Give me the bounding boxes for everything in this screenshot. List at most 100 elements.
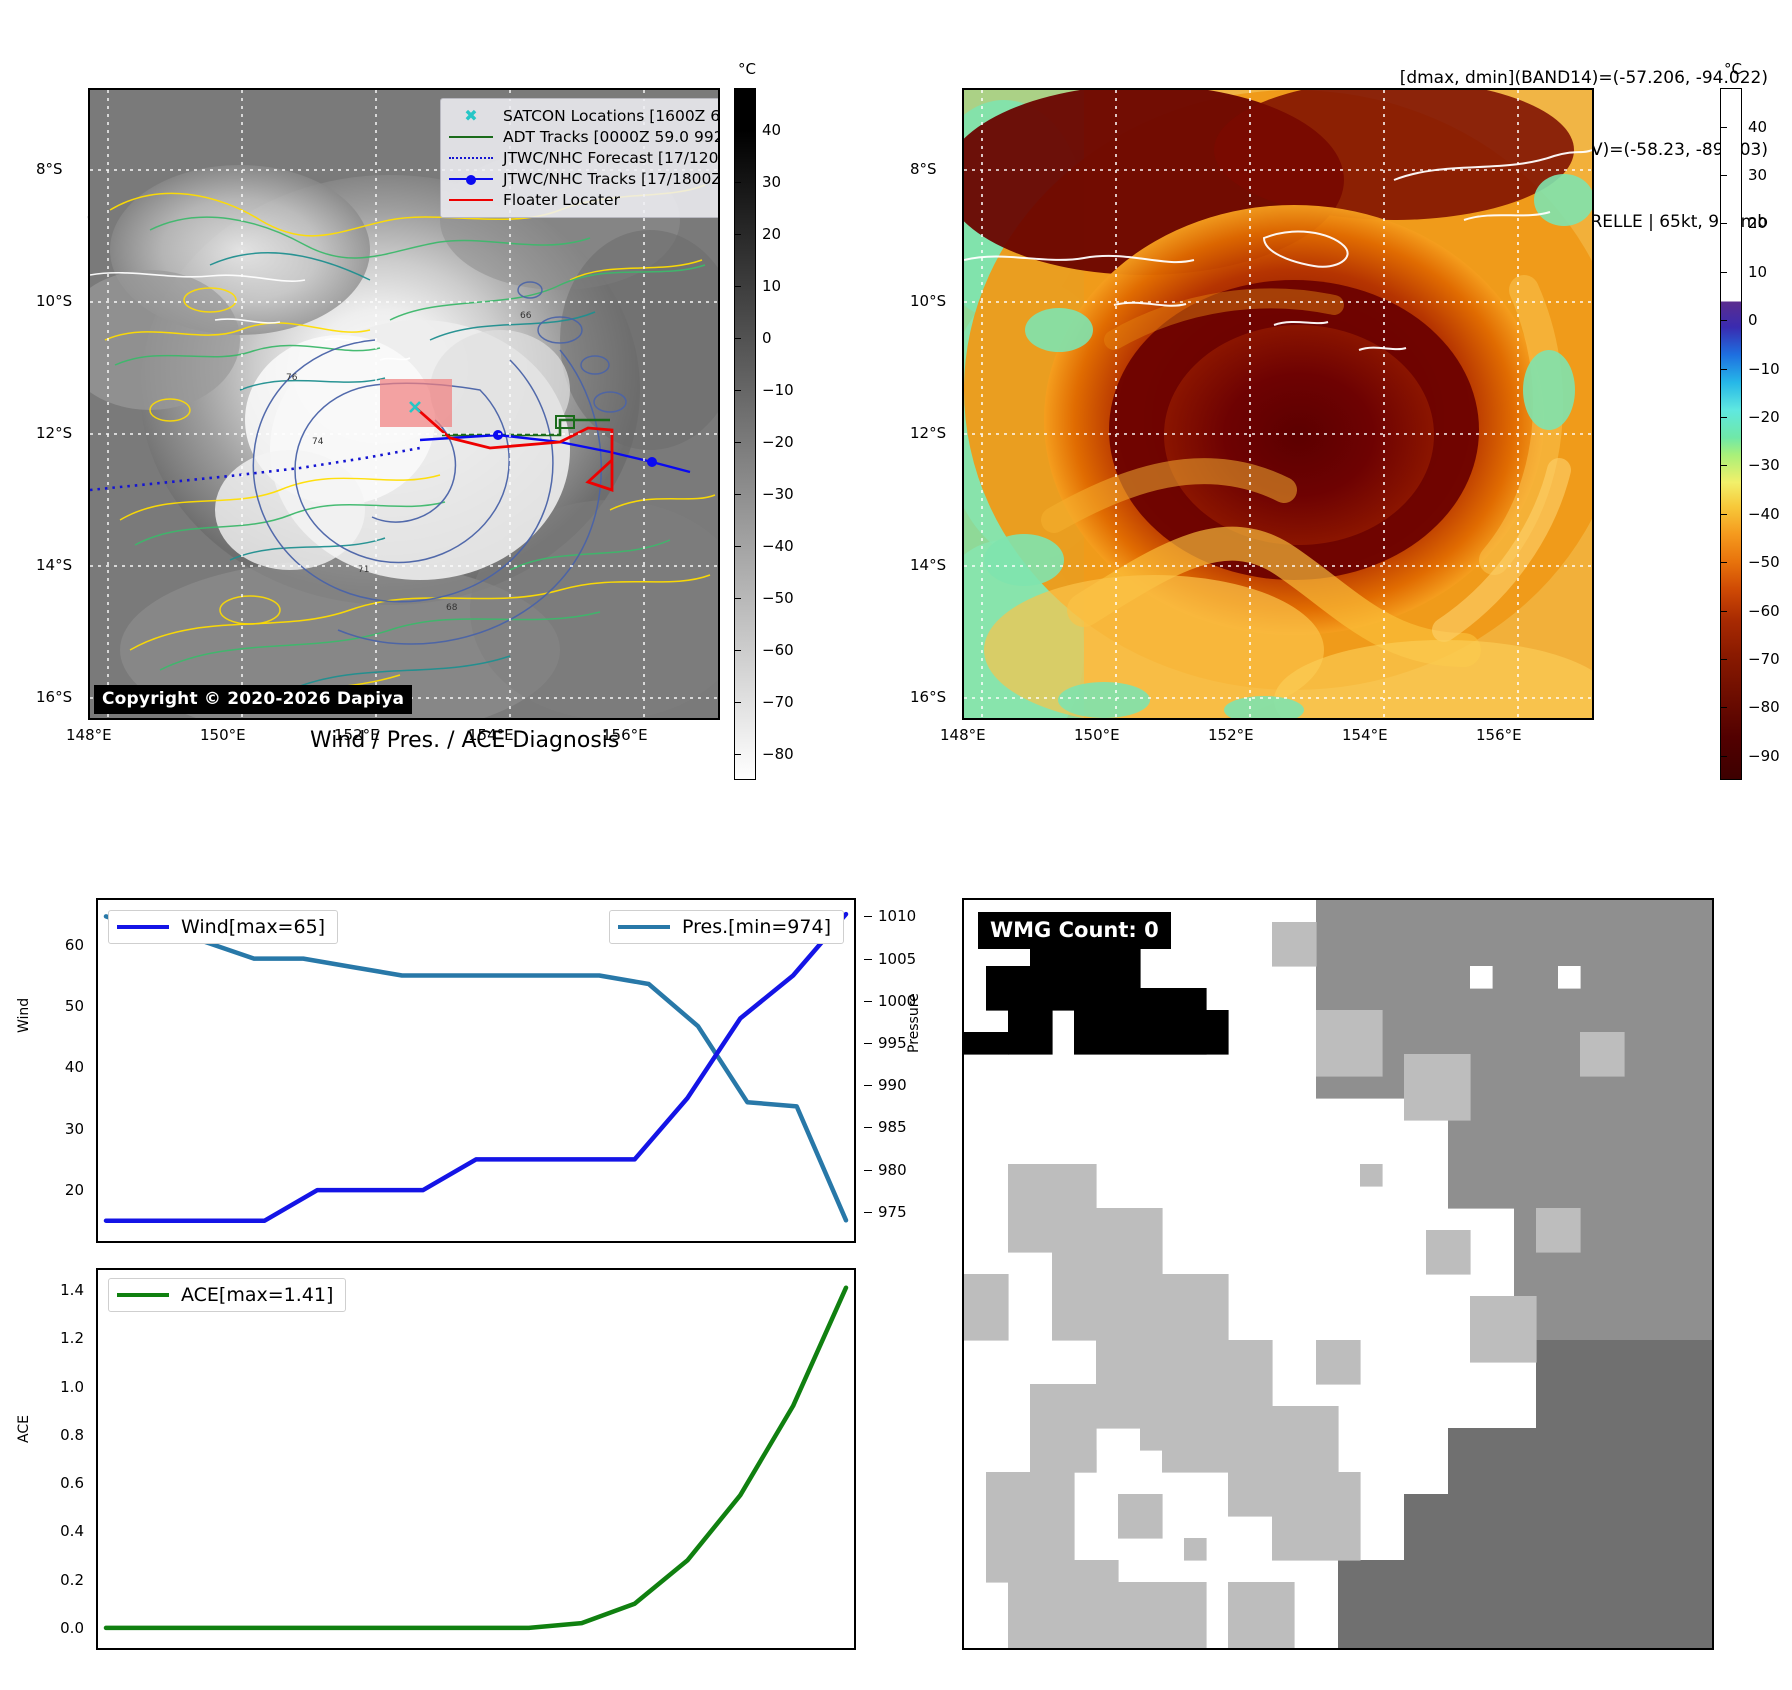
legend-label-floater: Floater Locater (503, 190, 620, 209)
ace-chart[interactable]: ACE[max=1.41] (96, 1268, 856, 1650)
greyscale-ir-image: 76 74 71 68 57 66 (90, 90, 718, 718)
colorbar-tick-mark (1720, 320, 1727, 322)
colorbar-tick-label: −10 (1748, 359, 1780, 378)
floater-locater-track (415, 406, 614, 492)
lon-tick-156e: 156°E (602, 726, 648, 744)
colorbar-tick-label: 20 (1748, 214, 1768, 233)
colorbar-tick-mark (1720, 707, 1727, 709)
ir-colorbar (1720, 88, 1742, 780)
floater-box (380, 379, 452, 427)
lon-tick-r-152e: 152°E (1208, 726, 1254, 744)
colorbar-tick-label: 30 (762, 172, 782, 191)
pressure-tick-mark (864, 1211, 872, 1213)
lat-tick-r-14s: 14°S (910, 556, 947, 574)
colorbar-tick-mark (1720, 223, 1727, 225)
lat-tick-12s: 12°S (36, 424, 73, 442)
satcon-marker (409, 401, 421, 413)
colorbar-tick-mark (734, 181, 741, 183)
map-legend: ✖ SATCON Locations [1600Z 64 981] ADT Tr… (440, 98, 719, 218)
wind-legend[interactable]: Wind[max=65] (108, 910, 339, 944)
colorbar-tick-label: −10 (762, 380, 794, 399)
ace-tick-label: 0.6 (60, 1474, 84, 1493)
enhanced-ir-map[interactable] (962, 88, 1594, 720)
colorbar-tick-label: 10 (1748, 262, 1768, 281)
colorbar-unit-right: °C (1724, 60, 1742, 78)
pressure-tick-mark (864, 916, 872, 918)
colorbar-tick-label: −50 (1748, 553, 1780, 572)
pressure-y-ticks: 1010 1005 1000 995 990 985 980 975 (864, 898, 934, 1243)
copyright-badge: Copyright © 2020-2026 Dapiya (94, 685, 413, 714)
colorbar-tick-mark (1720, 755, 1727, 757)
legend-label-adt: ADT Tracks [0000Z 59.0 992.5] (503, 127, 718, 146)
colorbar-tick-mark (734, 545, 741, 547)
legend-row-jtwc-forecast[interactable]: JTWC/NHC Forecast [17/1200Z] (448, 147, 719, 168)
diagnosis-title: Wind / Pres. / ACE Diagnosis (310, 728, 620, 753)
colorbar-tick-label: −80 (1748, 698, 1780, 717)
pressure-tick-mark (864, 1127, 872, 1129)
pressure-tick-label: 975 (878, 1202, 907, 1221)
pressure-tick-label: 1005 (878, 949, 917, 968)
pressure-legend-label: Pres.[min=974] (682, 916, 831, 938)
ace-legend[interactable]: ACE[max=1.41] (108, 1278, 347, 1312)
colorbar-tick-mark (734, 753, 741, 755)
wmg-map[interactable]: WMG Count: 0 (962, 898, 1714, 1650)
legend-label-jtwc-forecast: JTWC/NHC Forecast [17/1200Z] (503, 148, 719, 167)
colorbar-tick-mark (734, 441, 741, 443)
adt-line-icon (448, 135, 494, 138)
pressure-tick-label: 995 (878, 1034, 907, 1053)
legend-row-jtwc-tracks[interactable]: JTWC/NHC Tracks [17/1800Z] (448, 168, 718, 189)
lon-tick-r-150e: 150°E (1074, 726, 1120, 744)
colorbar-tick-mark (734, 597, 741, 599)
jtwc-best-track (419, 433, 691, 474)
colorbar-tick-mark (1720, 271, 1727, 273)
pressure-legend[interactable]: Pres.[min=974] (609, 910, 844, 944)
pressure-tick-label: 990 (878, 1076, 907, 1095)
right-map-lon-axis: 148°E 150°E 152°E 154°E 156°E (940, 726, 1594, 750)
left-map-lon-axis: 148°E 150°E 152°E 154°E 156°E (66, 726, 720, 750)
colorbar-tick-mark (734, 129, 741, 131)
wind-tick-label: 60 (64, 935, 84, 954)
colorbar-tick-label: −20 (1748, 408, 1780, 427)
colorbar-tick-label: 0 (762, 328, 772, 347)
lat-tick-r-10s: 10°S (910, 292, 947, 310)
colorbar-tick-mark (1720, 126, 1727, 128)
greyscale-colorbar (734, 88, 756, 780)
lon-tick-154e: 154°E (468, 726, 514, 744)
lat-tick-8s: 8°S (36, 160, 63, 178)
legend-row-adt[interactable]: ADT Tracks [0000Z 59.0 992.5] (448, 126, 718, 147)
legend-row-floater[interactable]: Floater Locater (448, 189, 718, 210)
colorbar-tick-label: −70 (762, 692, 794, 711)
svg-text:76: 76 (286, 373, 298, 383)
colorbar-tick-mark (734, 701, 741, 703)
colorbar-tick-label: −30 (1748, 456, 1780, 475)
ace-tick-label: 1.0 (60, 1377, 84, 1396)
colorbar-tick-label: −40 (762, 536, 794, 555)
wind-pressure-chart[interactable]: Wind[max=65] Pres.[min=974] (96, 898, 856, 1243)
colorbar-tick-label: −90 (1748, 746, 1780, 765)
svg-text:66: 66 (520, 311, 532, 321)
greyscale-ir-map[interactable]: 76 74 71 68 57 66 ✖ SATCON Location (88, 88, 720, 720)
colorbar-tick-mark (1720, 175, 1727, 177)
lat-tick-14s: 14°S (36, 556, 73, 574)
lon-tick-r-148e: 148°E (940, 726, 986, 744)
colorbar-tick-mark (734, 493, 741, 495)
colorbar-tick-label: −70 (1748, 650, 1780, 669)
legend-row-satcon[interactable]: ✖ SATCON Locations [1600Z 64 981] (448, 105, 718, 126)
floater-line-icon (448, 198, 494, 201)
colorbar-unit-left: °C (738, 60, 756, 78)
colorbar-tick-label: 20 (762, 224, 782, 243)
enhanced-ir-image (964, 90, 1592, 718)
wind-line-icon (117, 925, 169, 929)
ace-legend-label: ACE[max=1.41] (181, 1284, 334, 1306)
colorbar-tick-label: −60 (1748, 601, 1780, 620)
ace-y-ticks: 1.4 1.2 1.0 0.8 0.6 0.4 0.2 0.0 (28, 1268, 92, 1650)
colorbar-tick-label: 40 (1748, 117, 1768, 136)
lon-tick-152e: 152°E (334, 726, 380, 744)
wind-tick-label: 20 (64, 1181, 84, 1200)
wind-pressure-plot (103, 911, 849, 1223)
colorbar-tick-label: 30 (1748, 166, 1768, 185)
colorbar-tick-mark (1720, 659, 1727, 661)
ace-line-icon (117, 1293, 169, 1297)
colorbar-tick-mark (1720, 417, 1727, 419)
lon-tick-148e: 148°E (66, 726, 112, 744)
